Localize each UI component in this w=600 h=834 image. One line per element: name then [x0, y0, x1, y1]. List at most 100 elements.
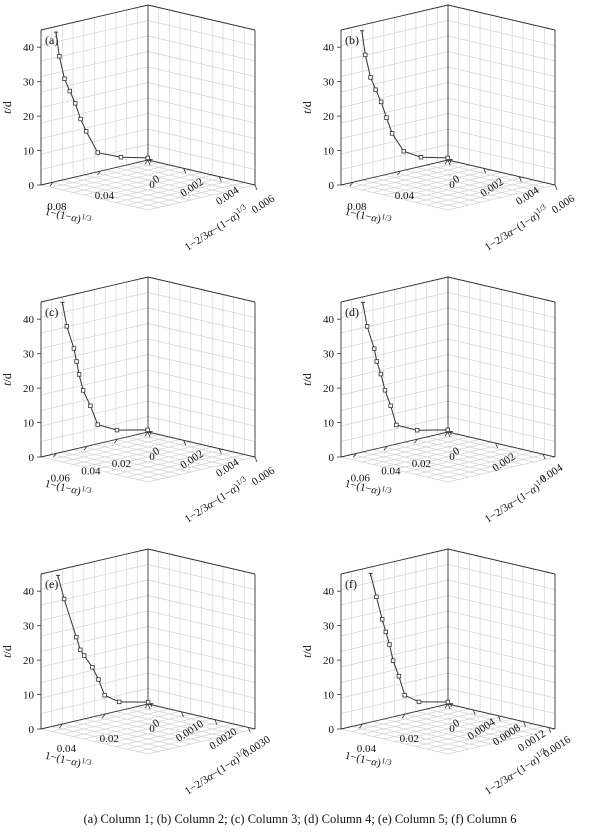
y-tick-label: 0.004	[514, 184, 542, 208]
y-tick-label: 0.002	[178, 448, 205, 472]
tick-mark	[447, 431, 451, 438]
data-point	[378, 99, 384, 105]
grid-line	[447, 51, 556, 77]
y-tick-label: 0	[151, 173, 163, 186]
data-point	[415, 427, 420, 433]
grid-line	[40, 595, 149, 621]
data-point	[145, 699, 151, 705]
data-point	[387, 642, 392, 647]
wall-edge	[40, 4, 149, 31]
tick-mark	[523, 721, 526, 727]
chart-panel-e: (e) 0 10 20 30 40 t/d 0 0.02 0.04 1−(1−α)1/3 0 0.001…	[0, 544, 300, 816]
grid-line	[340, 579, 449, 606]
grid-line	[147, 35, 256, 62]
tick-mark	[218, 176, 222, 182]
grid-line	[447, 184, 556, 211]
grid-line	[40, 292, 149, 318]
z-tick-label: 0	[29, 180, 35, 192]
z-tick-label: 0	[329, 180, 335, 192]
grid-line	[394, 444, 502, 470]
panel-label: (c)	[45, 305, 58, 319]
chart-panel-c: (c) 0 10 20 30 40 t/d 0 0.02 0.04 0.06 1−(1−α)1/3 0 0…	[0, 272, 300, 544]
grid-line	[40, 66, 149, 93]
z-axis-title: t/d	[300, 373, 314, 386]
data-point	[56, 574, 61, 579]
grid-line	[447, 20, 556, 46]
tick-mark	[181, 711, 184, 717]
data-point	[378, 371, 384, 377]
data-point	[54, 31, 59, 36]
grid-line	[40, 307, 149, 334]
data-point	[364, 324, 370, 329]
grid-line	[340, 292, 449, 318]
tick-mark	[349, 181, 354, 187]
y-axis-title: 1−2/3α−(1−α)1/3	[482, 474, 551, 525]
panel-label: (b)	[345, 33, 359, 47]
axis-y	[447, 431, 556, 458]
wall-edge	[147, 276, 256, 303]
data-point	[62, 76, 67, 81]
grid-line	[73, 177, 181, 203]
wall-edge	[447, 548, 556, 575]
grid-line	[105, 174, 213, 201]
y-axis-title: 1−2/3α−(1−α)1/3	[182, 202, 251, 253]
z-tick-label: 30	[323, 77, 335, 89]
z-axis-title: t/d	[300, 101, 314, 114]
z-tick-label: 10	[23, 146, 35, 158]
z-tick-label: 40	[323, 586, 335, 598]
data-point	[388, 403, 393, 408]
grid-line	[115, 177, 223, 203]
tick-mark	[144, 159, 149, 165]
data-point	[416, 699, 422, 705]
grid-line	[426, 723, 534, 750]
axis-y	[447, 703, 556, 730]
data-point	[390, 658, 396, 663]
wall-edge	[340, 276, 449, 303]
z-tick-label: 40	[23, 586, 35, 598]
x-axis-title: 1−(1−α)1/3	[344, 748, 393, 772]
grid-line	[373, 449, 481, 475]
grid-line	[147, 323, 256, 349]
grid-line	[340, 51, 449, 77]
grid-line	[137, 182, 245, 208]
chart-panel-a: (a) 0 10 20 30 40 t/d 0 0.04 0.08 1−(1−α)1/3 0 0.002…	[0, 0, 300, 272]
tick-mark	[498, 715, 501, 721]
grid-line	[340, 610, 449, 637]
z-tick-label: 0	[329, 452, 335, 464]
grid-line	[147, 456, 256, 483]
grid-line	[383, 718, 491, 745]
data-point	[445, 699, 451, 705]
y-axis-title: 1−2/3α−(1−α)1/3	[482, 746, 551, 797]
y-tick-label: 0.006	[250, 464, 278, 488]
grid-line	[447, 323, 556, 349]
tick-mark	[444, 159, 449, 165]
data-point	[402, 692, 407, 698]
panel-label: (a)	[45, 33, 58, 47]
data-point	[374, 594, 379, 599]
x-tick-label: 0.04	[81, 465, 101, 477]
tick-mark	[397, 170, 401, 176]
grid-line	[105, 446, 213, 473]
grid-line	[447, 595, 556, 621]
grid-line	[340, 307, 449, 334]
z-tick-label: 10	[23, 418, 35, 430]
data-point	[60, 301, 65, 306]
data-point	[418, 154, 424, 160]
wall-edge	[40, 276, 149, 303]
axis-x	[340, 431, 449, 458]
x-axis-title: 1−(1−α)1/3	[44, 476, 93, 500]
grid-line	[447, 35, 556, 62]
grid-line	[415, 177, 523, 203]
tick-mark	[247, 727, 251, 733]
data-point	[61, 596, 67, 602]
data-point	[360, 30, 365, 34]
grid-line	[447, 338, 556, 365]
tick-mark	[49, 181, 54, 187]
z-tick-label: 40	[323, 314, 335, 326]
data-point	[102, 692, 107, 698]
chart-panel-d: (d) 0 10 20 30 40 t/d 0 0.02 0.04 0.06 1−(1−α)1/3 0 0…	[300, 272, 600, 544]
grid-line	[51, 454, 159, 480]
grid-line	[62, 723, 170, 750]
data-point	[396, 673, 402, 679]
